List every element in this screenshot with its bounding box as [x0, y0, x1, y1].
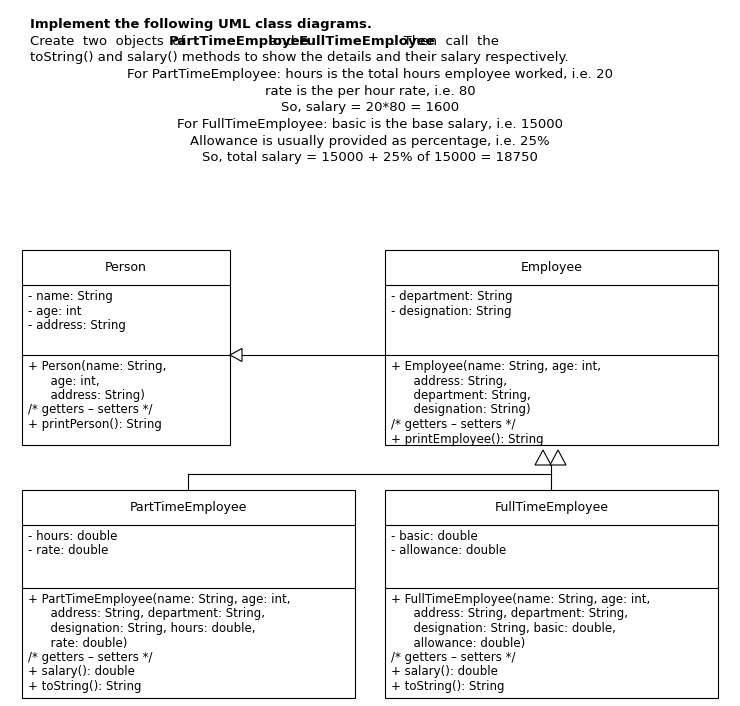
Text: + toString(): String: + toString(): String — [391, 680, 505, 693]
Text: + salary(): double: + salary(): double — [28, 666, 135, 678]
Text: + Employee(name: String, age: int,: + Employee(name: String, age: int, — [391, 360, 601, 373]
Text: address: String, department: String,: address: String, department: String, — [28, 607, 265, 621]
Text: + PartTimeEmployee(name: String, age: int,: + PartTimeEmployee(name: String, age: in… — [28, 593, 291, 606]
Text: toString() and salary() methods to show the details and their salary respectivel: toString() and salary() methods to show … — [30, 52, 568, 64]
Text: + FullTimeEmployee(name: String, age: int,: + FullTimeEmployee(name: String, age: in… — [391, 593, 650, 606]
Text: and: and — [261, 35, 303, 48]
Text: For FullTimeEmployee: basic is the base salary, i.e. 15000: For FullTimeEmployee: basic is the base … — [177, 118, 563, 131]
Text: So, salary = 20*80 = 1600: So, salary = 20*80 = 1600 — [281, 102, 459, 114]
Text: + printEmployee(): String: + printEmployee(): String — [391, 433, 544, 445]
Text: - basic: double: - basic: double — [391, 530, 478, 543]
Text: .  Then  call  the: . Then call the — [391, 35, 499, 48]
Text: + Person(name: String,: + Person(name: String, — [28, 360, 166, 373]
Text: age: int,: age: int, — [28, 374, 100, 388]
Text: designation: String, hours: double,: designation: String, hours: double, — [28, 622, 255, 635]
Polygon shape — [535, 450, 551, 465]
Text: PartTimeEmployee: PartTimeEmployee — [130, 501, 247, 514]
Text: /* getters – setters */: /* getters – setters */ — [391, 418, 516, 431]
Text: allowance: double): allowance: double) — [391, 637, 525, 650]
Text: So, total salary = 15000 + 25% of 15000 = 18750: So, total salary = 15000 + 25% of 15000 … — [202, 151, 538, 164]
Text: designation: String, basic: double,: designation: String, basic: double, — [391, 622, 616, 635]
Text: - rate: double: - rate: double — [28, 544, 108, 558]
Text: department: String,: department: String, — [391, 389, 531, 402]
Text: FullTimeEmployee: FullTimeEmployee — [298, 35, 435, 48]
Polygon shape — [230, 348, 242, 361]
Text: - name: String: - name: String — [28, 290, 113, 303]
Text: address: String,: address: String, — [391, 374, 507, 388]
Bar — [22, 490, 355, 698]
Text: Allowance is usually provided as percentage, i.e. 25%: Allowance is usually provided as percent… — [190, 135, 550, 148]
Text: /* getters – setters */: /* getters – setters */ — [391, 651, 516, 664]
Text: Create  two  objects  of: Create two objects of — [30, 35, 194, 48]
Text: - allowance: double: - allowance: double — [391, 544, 506, 558]
Text: address: String, department: String,: address: String, department: String, — [391, 607, 628, 621]
Text: + salary(): double: + salary(): double — [391, 666, 498, 678]
Text: FullTimeEmployee: FullTimeEmployee — [494, 501, 608, 514]
Text: + printPerson(): String: + printPerson(): String — [28, 418, 162, 431]
Bar — [385, 490, 718, 698]
Text: Employee: Employee — [520, 261, 582, 274]
Text: address: String): address: String) — [28, 389, 145, 402]
Text: PartTimeEmployee: PartTimeEmployee — [169, 35, 310, 48]
Text: rate is the per hour rate, i.e. 80: rate is the per hour rate, i.e. 80 — [265, 85, 475, 97]
Text: - department: String: - department: String — [391, 290, 513, 303]
Text: - age: int: - age: int — [28, 304, 81, 318]
Bar — [22, 250, 230, 445]
Text: rate: double): rate: double) — [28, 637, 127, 650]
Text: /* getters – setters */: /* getters – setters */ — [28, 404, 152, 417]
Text: For PartTimeEmployee: hours is the total hours employee worked, i.e. 20: For PartTimeEmployee: hours is the total… — [127, 68, 613, 81]
Text: /* getters – setters */: /* getters – setters */ — [28, 651, 152, 664]
Bar — [385, 250, 718, 445]
Text: - address: String: - address: String — [28, 319, 126, 332]
Text: + toString(): String: + toString(): String — [28, 680, 141, 693]
Text: Implement the following UML class diagrams.: Implement the following UML class diagra… — [30, 18, 372, 31]
Polygon shape — [550, 450, 566, 465]
Text: Person: Person — [105, 261, 147, 274]
Text: - hours: double: - hours: double — [28, 530, 118, 543]
Text: - designation: String: - designation: String — [391, 304, 511, 318]
Text: designation: String): designation: String) — [391, 404, 531, 417]
